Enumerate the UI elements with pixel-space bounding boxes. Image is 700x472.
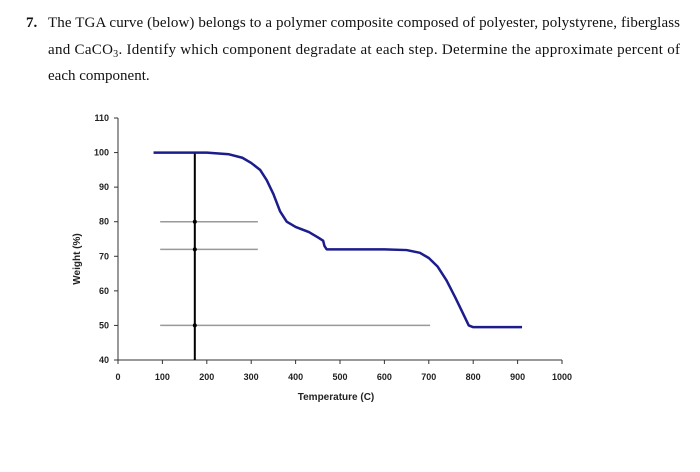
y-tick-label: 70 xyxy=(99,251,109,261)
y-tick-label: 90 xyxy=(99,182,109,192)
x-tick-label: 900 xyxy=(510,372,525,382)
y-tick-label: 80 xyxy=(99,217,109,227)
tga-curve xyxy=(153,151,523,329)
y-tick-label: 50 xyxy=(99,320,109,330)
y-tick-label: 40 xyxy=(99,355,109,365)
x-tick-label: 400 xyxy=(288,372,303,382)
x-tick-label: 100 xyxy=(155,372,170,382)
x-tick-label: 800 xyxy=(466,372,481,382)
question-number: 7. xyxy=(26,15,38,31)
question-line: The TGA curve (below) belongs to a polym… xyxy=(48,15,680,31)
question-text: and CaCO xyxy=(48,42,113,58)
x-tick-label: 600 xyxy=(377,372,392,382)
y-tick-label: 110 xyxy=(94,113,109,123)
x-tick-label: 1000 xyxy=(552,372,572,382)
question-text: . Identify which component degradate at … xyxy=(118,42,680,58)
x-tick-label: 200 xyxy=(199,372,214,382)
y-tick-label: 100 xyxy=(94,148,109,158)
y-axis-label: Weight (%) xyxy=(72,233,83,284)
guide-marker xyxy=(192,247,197,252)
subscript: 3 xyxy=(113,49,118,60)
chart: 40 50 60 70 80 90 100 110 0 100 200 300 400 500 600 700… xyxy=(72,113,572,403)
question-line: each component. xyxy=(48,68,150,84)
x-tick-label: 500 xyxy=(332,372,347,382)
guide-marker xyxy=(192,219,197,224)
question-line: and CaCO3. Identify which component degr… xyxy=(48,42,680,60)
x-tick-label: 300 xyxy=(244,372,259,382)
y-tick-label: 60 xyxy=(99,286,109,296)
x-tick-label: 700 xyxy=(421,372,436,382)
x-tick-label: 0 xyxy=(115,372,120,382)
x-axis-label: Temperature (C) xyxy=(298,392,375,403)
guide-marker xyxy=(192,323,197,328)
